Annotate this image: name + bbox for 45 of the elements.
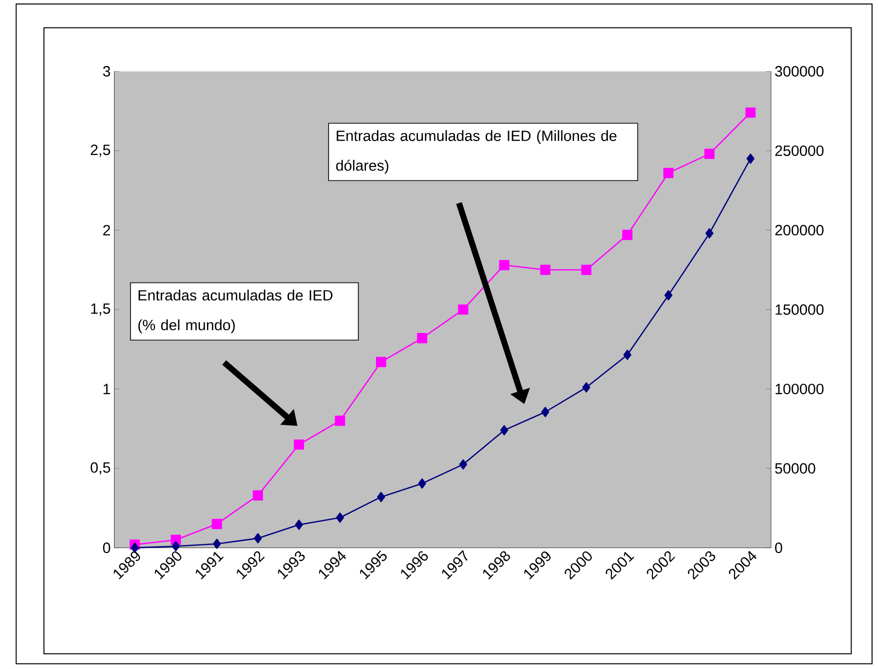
- point: [252, 490, 264, 501]
- point: [376, 357, 386, 368]
- point: [540, 264, 550, 276]
- point: [172, 541, 180, 552]
- y-tick-label: 0,5: [90, 462, 110, 475]
- point: [334, 416, 346, 426]
- y2-tick-label: 0: [775, 542, 782, 554]
- y-tick-label: 3: [103, 66, 110, 77]
- point: [417, 333, 428, 344]
- y2-tick-label: 50000: [775, 463, 816, 474]
- point: [623, 350, 632, 360]
- y-tick-label: 2: [103, 225, 110, 236]
- point: [746, 154, 754, 164]
- point: [664, 290, 672, 301]
- y-tick-label: 1: [104, 384, 110, 394]
- point: [294, 440, 304, 450]
- point: [459, 459, 468, 470]
- point: [499, 260, 510, 270]
- point: [663, 168, 674, 178]
- point: [745, 108, 756, 118]
- point: [254, 533, 262, 544]
- point: [458, 304, 468, 315]
- text: Entradas acumuladas de IED (% del mundo): [138, 290, 332, 334]
- point: [336, 512, 344, 523]
- y2-tick-label: 100000: [776, 384, 824, 394]
- point: [581, 264, 592, 276]
- point: [212, 519, 222, 530]
- y-tick-label: 1,5: [91, 304, 110, 316]
- y-tick-label: 2,5: [90, 144, 110, 158]
- point: [704, 148, 715, 160]
- y-tick-label: 0: [103, 542, 110, 554]
- point: [212, 538, 221, 550]
- point: [622, 230, 632, 240]
- y2-tick-label: 300000: [775, 66, 824, 77]
- point: [582, 382, 590, 393]
- point: [377, 492, 386, 502]
- annotation: Entradas acumuladas de IED (Millones de dólares): [336, 130, 616, 174]
- y2-tick-label: 200000: [775, 225, 824, 236]
- point: [705, 228, 714, 239]
- y2-tick-label: 150000: [776, 304, 824, 315]
- point: [500, 425, 508, 436]
- point: [541, 407, 550, 418]
- point: [418, 478, 426, 489]
- point: [294, 520, 303, 530]
- y2-tick-label: 250000: [775, 146, 824, 156]
